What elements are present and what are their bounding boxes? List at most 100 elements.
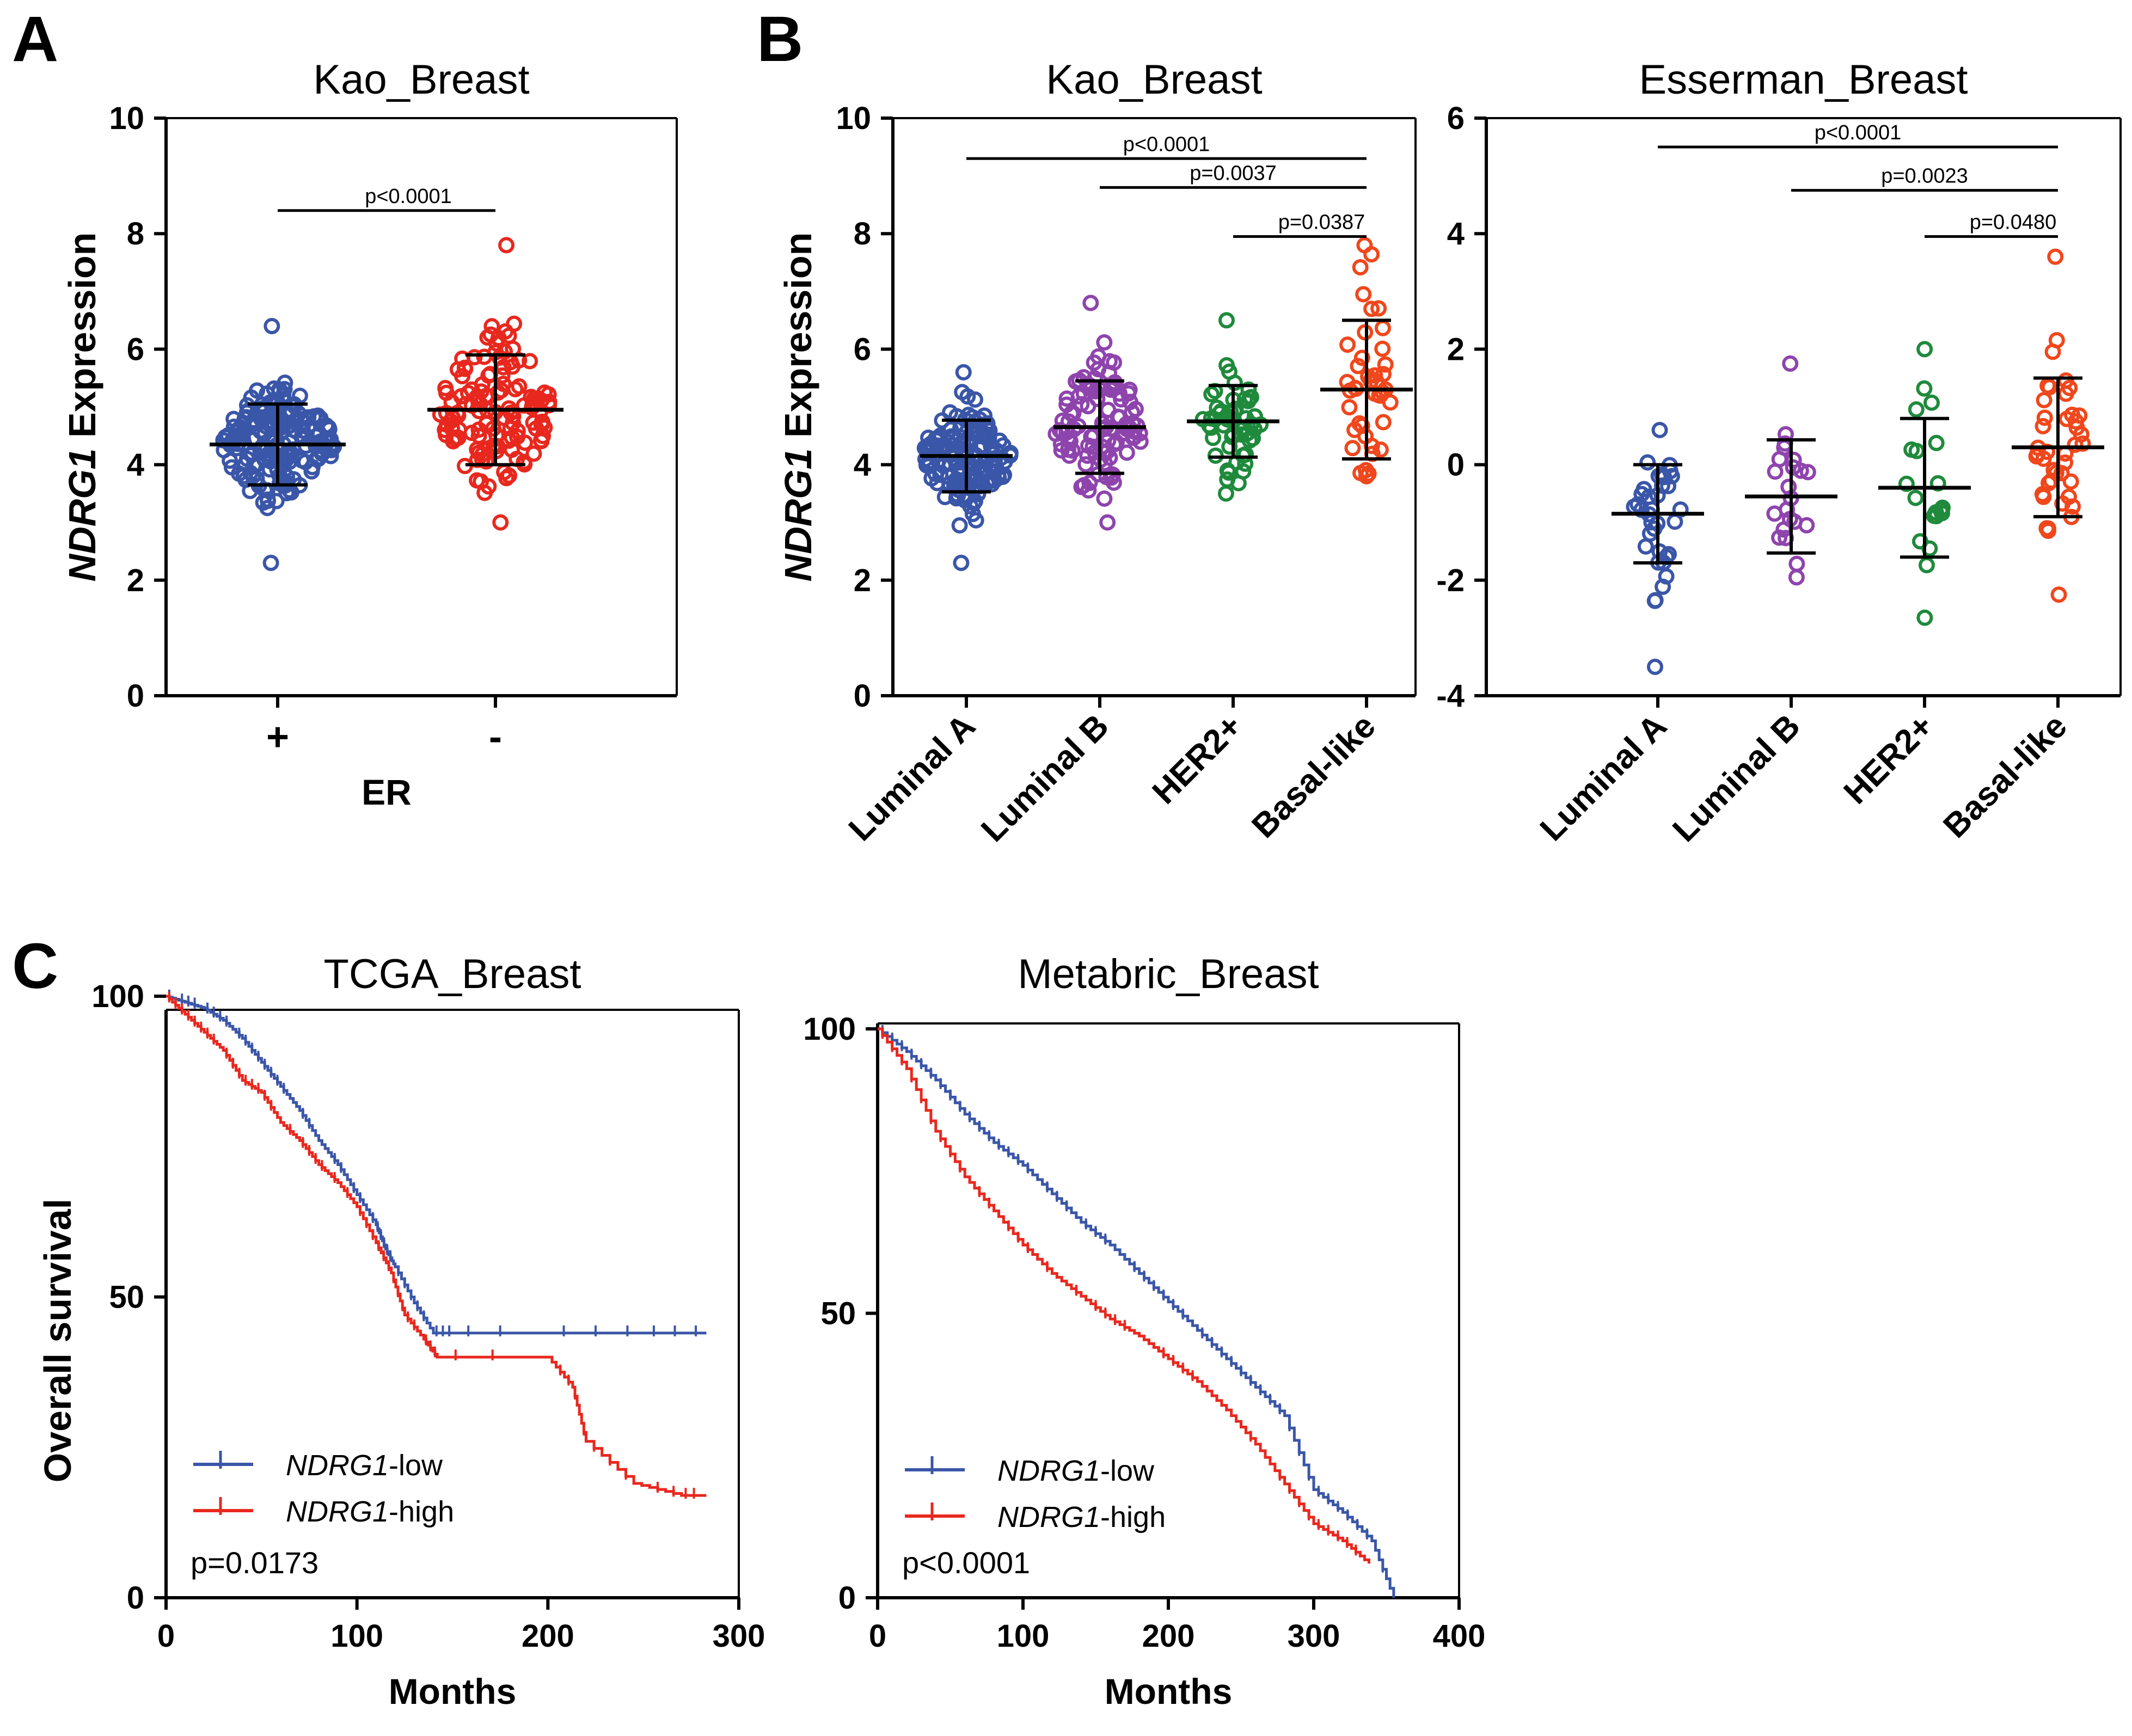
chart-b1-ylabel: NDRG1 Expression: [777, 232, 819, 582]
chart-b1-point: [979, 415, 996, 432]
chart-b1-point: [1219, 462, 1236, 479]
chart-b-kao-subtypes: Kao_Breast 0 2 4 6 8 10 NDRG1 Expression Luminal…: [777, 57, 1417, 849]
chart-b2-point: [2036, 391, 2053, 408]
chart-a-point: [451, 421, 468, 438]
chart-b2-point: [2050, 586, 2067, 603]
chart-b2-point: [1766, 505, 1783, 522]
chart-b1-point: [1063, 405, 1080, 422]
chart-b2-category-label: Luminal B: [1665, 707, 1808, 849]
chart-a-point: [297, 453, 314, 470]
chart-b1-point: [1240, 392, 1257, 409]
chart-c1-legend-suffix: -high: [389, 1495, 454, 1528]
chart-b2-point: [1651, 543, 1668, 560]
chart-b1-point: [954, 384, 971, 401]
chart-b2-comparison-pvalue: p=0.0480: [1970, 211, 2057, 234]
chart-c1-pvalue: p=0.0173: [191, 1545, 318, 1580]
chart-c1-xlabel: Months: [389, 1671, 517, 1712]
chart-a-ylabel-gene: NDRG1: [61, 448, 103, 581]
chart-b2-point: [1653, 467, 1670, 483]
chart-b2-point: [1667, 513, 1683, 530]
chart-a-point: [268, 493, 285, 510]
chart-b1-point: [1081, 475, 1098, 492]
chart-b2-point: [1799, 464, 1816, 481]
chart-a-point: [249, 382, 266, 399]
chart-b1-point: [1382, 394, 1399, 411]
chart-b2-ytick-label: 0: [1447, 447, 1465, 483]
chart-b2-comparison-pvalue: p=0.0023: [1881, 165, 1968, 188]
chart-a-point: [492, 514, 509, 531]
chart-a-point: [454, 350, 471, 367]
chart-a-point: [298, 410, 315, 427]
chart-c1-legend-suffix: -low: [389, 1449, 443, 1482]
chart-c1-legend-label: NDRG1-low: [286, 1449, 443, 1482]
chart-b2-point: [1635, 481, 1652, 498]
chart-c2-legend-suffix: -high: [1100, 1501, 1166, 1533]
chart-c1-ylabel: Overall survival: [36, 1199, 79, 1482]
chart-b2-point: [1918, 557, 1935, 574]
chart-b1-point: [953, 554, 970, 571]
chart-b2-point: [2041, 475, 2057, 492]
chart-a-point: [262, 554, 279, 571]
chart-a-point: [447, 430, 464, 447]
chart-b2-point: [1792, 462, 1809, 479]
chart-c1-ytick-label: 100: [91, 979, 144, 1014]
panel-letter-c: C: [12, 930, 58, 1002]
chart-c2-xtick-label: 100: [997, 1618, 1050, 1654]
chart-a-point: [491, 349, 508, 366]
chart-c1-ytick-label: 50: [109, 1280, 144, 1315]
chart-c1-xtick-label: 0: [157, 1618, 175, 1654]
chart-b2-point: [2044, 343, 2061, 360]
chart-b1-point: [1106, 354, 1123, 371]
chart-b1-point: [1126, 428, 1143, 445]
chart-a-point: [536, 384, 553, 401]
chart-b1-point: [1217, 485, 1234, 502]
chart-b1-ylabel-suffix: Expression: [777, 232, 819, 449]
chart-b2-point: [2062, 473, 2079, 490]
chart-c2-ytick-label: 50: [820, 1296, 856, 1332]
chart-b1-point: [978, 430, 995, 447]
chart-b1-point: [928, 445, 945, 462]
chart-b1-point: [1121, 381, 1138, 398]
chart-b1-point: [1218, 312, 1235, 329]
chart-a-point: [460, 384, 476, 401]
panel-letter-a: A: [12, 3, 58, 75]
chart-a-point: [504, 441, 520, 458]
chart-b1-point: [1237, 446, 1254, 463]
chart-b2-category-label: HER2+: [1837, 707, 1941, 811]
chart-c2-title: Metabric_Breast: [1018, 951, 1319, 997]
chart-b2-point: [1934, 499, 1951, 516]
chart-b2-point: [2061, 379, 2078, 396]
chart-c2-legend-suffix: -low: [1100, 1455, 1155, 1487]
chart-b1-ytick-label: 8: [854, 216, 871, 251]
chart-a-point: [264, 317, 280, 334]
chart-b2-point: [1663, 468, 1680, 484]
chart-b2-point: [2064, 498, 2081, 515]
chart-a-xlabel: ER: [362, 772, 412, 812]
chart-a-group--: [210, 317, 346, 571]
chart-c2-xtick-label: 300: [1288, 1618, 1340, 1654]
chart-b2-ytick-label: 4: [1447, 216, 1465, 251]
chart-b2-point: [1785, 451, 1802, 468]
chart-a-point: [237, 471, 254, 488]
chart-b2-title: Esserman_Breast: [1639, 57, 1968, 103]
chart-b1-point: [1374, 320, 1391, 336]
chart-b1-point: [1237, 410, 1254, 427]
chart-c-metabric-survival: Metabric_Breast 0 50 100 0 100 200 300 400 Months…: [803, 951, 1485, 1712]
chart-c2-ytick-label: 100: [803, 1011, 856, 1047]
chart-b2-ytick-label: -2: [1436, 563, 1465, 598]
chart-c2-xlabel: Months: [1105, 1671, 1233, 1712]
chart-b1-point: [1203, 386, 1220, 403]
chart-b2-point: [1637, 538, 1654, 555]
chart-b2-point: [2038, 520, 2055, 537]
chart-a-point: [291, 388, 308, 404]
chart-b1-comparison-pvalue: p=0.0387: [1278, 211, 1365, 234]
chart-b1-ylabel-gene: NDRG1: [777, 448, 819, 581]
chart-b1-point: [1221, 438, 1238, 455]
chart-b1-category-label: Basal-like: [1245, 707, 1383, 845]
chart-b1-point: [1103, 469, 1120, 486]
chart-a-point: [505, 340, 522, 357]
chart-b2-group-luminal-a: [1612, 421, 1704, 675]
chart-b1-point: [1100, 401, 1117, 418]
chart-b2-point: [2035, 418, 2051, 434]
chart-b1-title: Kao_Breast: [1046, 57, 1262, 103]
